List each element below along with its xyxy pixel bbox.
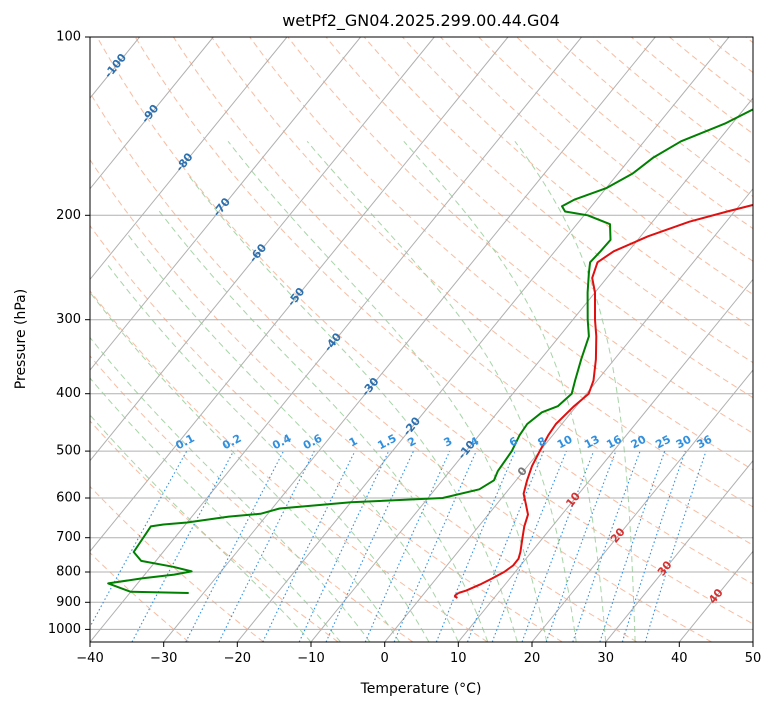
temperature-profile-line	[458, 203, 753, 594]
isotherm-line	[90, 37, 509, 553]
mixing-ratio-label: 25	[653, 433, 673, 452]
moist-adiabat-line	[186, 173, 518, 642]
dry-adiabat-line	[592, 37, 753, 166]
mixing-ratio-label: 20	[629, 433, 649, 452]
y-tick-label: 1000	[48, 622, 81, 637]
mixing-ratio-label: 10	[555, 433, 575, 452]
moist-adiabat-line	[157, 208, 489, 642]
mixing-ratio-line	[572, 450, 641, 642]
y-tick-label: 400	[56, 386, 81, 401]
wind-barb-mark	[453, 592, 459, 599]
dry-adiabat-line	[90, 224, 563, 642]
dry-adiabat-line	[211, 37, 753, 508]
isotherm-line	[90, 37, 214, 190]
mixing-ratio-line	[644, 450, 707, 642]
y-tick-label: 600	[56, 491, 81, 506]
x-tick-label: −30	[150, 651, 177, 666]
x-tick-label: 10	[450, 651, 467, 666]
moist-adiabat-line	[127, 233, 459, 642]
mixing-ratio-label: 16	[604, 433, 624, 452]
moist-adiabat-line	[90, 291, 400, 642]
chart-title: wetPf2_GN04.2025.299.00.44.G04	[282, 11, 560, 31]
dry-adiabat-line	[96, 37, 753, 625]
isotherm-line	[236, 37, 730, 642]
y-tick-label: 500	[56, 444, 81, 459]
x-tick-label: −10	[297, 651, 324, 666]
mixing-ratio-label: 36	[695, 433, 715, 452]
moist-adiabat-line	[90, 336, 371, 642]
y-tick-label: 200	[56, 208, 81, 223]
x-axis-label: Temperature (°C)	[360, 681, 482, 697]
isotherm-line	[90, 37, 361, 371]
isotherm-line	[90, 37, 435, 462]
dry-adiabat-line	[90, 485, 264, 642]
y-tick-label: 900	[56, 595, 81, 610]
dry-adiabat-line	[516, 37, 753, 230]
isotherm-line	[384, 187, 753, 642]
plot-frame	[89, 36, 754, 643]
x-tick-label: 40	[671, 651, 688, 666]
dry-adiabat-line	[363, 37, 753, 364]
isotherm-line	[605, 459, 753, 642]
mixing-ratio-line	[364, 450, 451, 642]
y-axis-label: Pressure (hPa)	[13, 289, 29, 389]
isotherm-line	[163, 37, 656, 642]
mixing-ratio-label: 13	[582, 433, 602, 452]
y-tick-label: 100	[56, 30, 81, 45]
mixing-ratio-label: 30	[674, 433, 694, 452]
mixing-ratio-line	[393, 450, 477, 642]
x-tick-label: −20	[224, 651, 251, 666]
isotherm-line	[310, 97, 753, 642]
dewpoint-profile-line	[107, 108, 753, 594]
mixing-ratio-line	[298, 450, 390, 642]
x-tick-label: 30	[597, 651, 614, 666]
moist-adiabat-line	[90, 414, 312, 642]
isotherm-line	[531, 369, 753, 642]
mixing-ratio-line	[621, 450, 686, 642]
mixing-ratio-line	[325, 450, 414, 642]
moist-adiabat-line	[90, 377, 341, 642]
x-tick-label: 50	[745, 651, 762, 666]
dry-adiabat-line	[90, 158, 638, 642]
dry-adiabat-line	[90, 290, 488, 642]
y-tick-label: 700	[56, 530, 81, 545]
isotherm-line	[457, 278, 753, 642]
isotherm-line	[90, 37, 288, 281]
moist-adiabat-line	[105, 261, 430, 642]
dry-adiabat-line	[172, 37, 753, 546]
mixing-ratio-line	[599, 450, 666, 642]
isotherm-line	[90, 37, 582, 642]
mixing-ratio-line	[90, 450, 188, 628]
y-tick-label: 300	[56, 312, 81, 327]
mixing-ratio-line	[131, 450, 234, 642]
dry-adiabat-line	[134, 37, 753, 585]
mixing-ratio-line	[262, 450, 356, 642]
x-tick-label: −40	[76, 651, 103, 666]
x-tick-label: 20	[524, 651, 541, 666]
dry-adiabat-line	[554, 37, 753, 198]
dry-adiabat-line	[90, 91, 712, 642]
mixing-ratio-line	[545, 450, 617, 642]
y-tick-label: 800	[56, 565, 81, 580]
dry-adiabat-line	[402, 37, 753, 329]
x-tick-label: 0	[381, 651, 389, 666]
dry-adiabat-line	[249, 37, 753, 471]
